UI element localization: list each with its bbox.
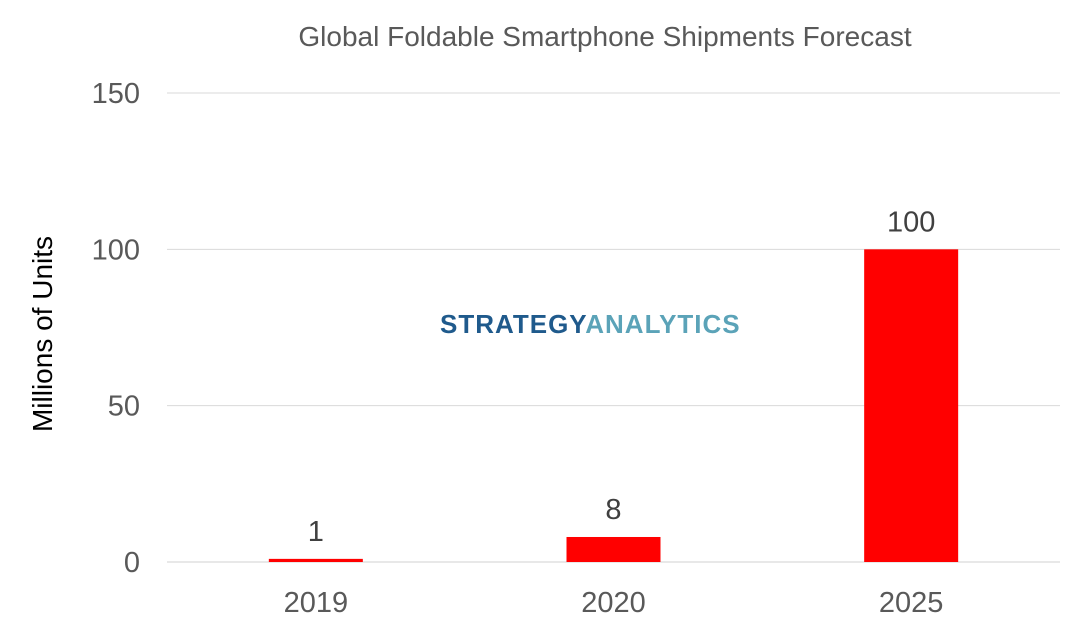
bars xyxy=(268,249,959,563)
data-label-2019: 1 xyxy=(308,516,324,548)
y-tick-label-150: 150 xyxy=(92,78,140,110)
y-tick-label-100: 100 xyxy=(92,234,140,266)
watermark-part2: ANALYTICS xyxy=(585,309,740,339)
x-axis-ticks: 2019 2020 2025 xyxy=(284,587,944,619)
strategy-analytics-watermark: STRATEGYANALYTICS xyxy=(440,309,741,339)
bar-2019 xyxy=(268,558,363,562)
watermark-part1: STRATEGY xyxy=(440,309,586,339)
bar-2020 xyxy=(566,536,661,562)
y-axis-label: Millions of Units xyxy=(27,236,58,432)
data-labels: 1 8 100 xyxy=(308,206,936,548)
data-label-2025: 100 xyxy=(887,206,935,238)
x-tick-label-2019: 2019 xyxy=(284,587,349,619)
bar-2025 xyxy=(864,249,959,563)
chart-title: Global Foldable Smartphone Shipments For… xyxy=(298,21,911,52)
y-tick-label-0: 0 xyxy=(124,547,140,579)
x-tick-label-2025: 2025 xyxy=(879,587,944,619)
data-label-2020: 8 xyxy=(605,494,621,526)
y-tick-label-50: 50 xyxy=(108,391,140,423)
x-tick-label-2020: 2020 xyxy=(581,587,646,619)
y-axis-ticks: 0 50 100 150 xyxy=(92,78,140,579)
svg-text:STRATEGYANALYTICS: STRATEGYANALYTICS xyxy=(440,309,741,339)
